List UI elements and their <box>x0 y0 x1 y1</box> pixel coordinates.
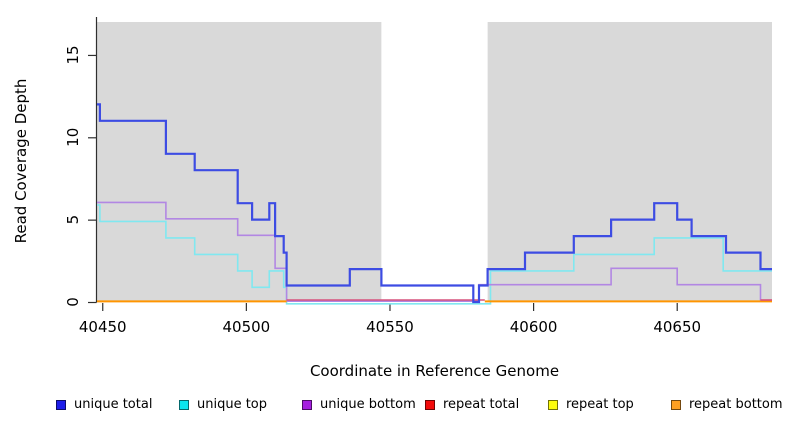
x-axis-title: Coordinate in Reference Genome <box>309 362 560 380</box>
legend-label: repeat top <box>566 397 634 412</box>
legend-swatch-unique-total <box>56 399 66 410</box>
y-tick-label: 10 <box>64 128 82 147</box>
legend-item-repeat-top: repeat top <box>548 397 671 412</box>
panel-band-0 <box>97 22 382 302</box>
legend-item-unique-total: unique total <box>56 397 179 412</box>
x-tick-label: 40600 <box>510 318 558 336</box>
legend-swatch-repeat-top <box>548 399 558 410</box>
x-tick-label: 40550 <box>366 318 414 336</box>
series-unique-bottom-line <box>97 201 772 302</box>
y-axis-title: Read Coverage Depth <box>12 78 30 244</box>
legend-swatch-unique-bottom <box>302 399 312 410</box>
legend-label: unique top <box>197 397 268 412</box>
legend-item-unique-top: unique top <box>179 397 302 412</box>
series-unique-total-line <box>97 103 772 304</box>
legend-item-repeat-bottom: repeat bottom <box>671 397 792 412</box>
y-tick-label: 5 <box>64 215 82 225</box>
legend-label: unique bottom <box>320 397 416 412</box>
legend-label: unique total <box>74 397 153 412</box>
legend-swatch-unique-top <box>179 399 189 410</box>
legend: unique total unique top unique bottom repea… <box>56 397 792 412</box>
panel-band-1 <box>487 22 772 302</box>
legend-swatch-repeat-bottom <box>671 399 681 410</box>
x-tick-label: 40500 <box>223 318 271 336</box>
legend-item-unique-bottom: unique bottom <box>302 397 425 412</box>
x-tick-label: 40650 <box>653 318 701 336</box>
coverage-chart: 0 5 10 15 40450 40500 40550 40600 40650 <box>64 17 772 336</box>
legend-label: repeat total <box>443 397 520 412</box>
series-unique-top-line <box>97 204 772 305</box>
legend-label: repeat bottom <box>689 397 783 412</box>
legend-swatch-repeat-total <box>425 399 435 410</box>
x-tick-label: 40450 <box>79 318 127 336</box>
y-tick-label: 0 <box>64 297 82 307</box>
legend-item-repeat-total: repeat total <box>425 397 548 412</box>
y-tick-label: 15 <box>64 45 82 64</box>
